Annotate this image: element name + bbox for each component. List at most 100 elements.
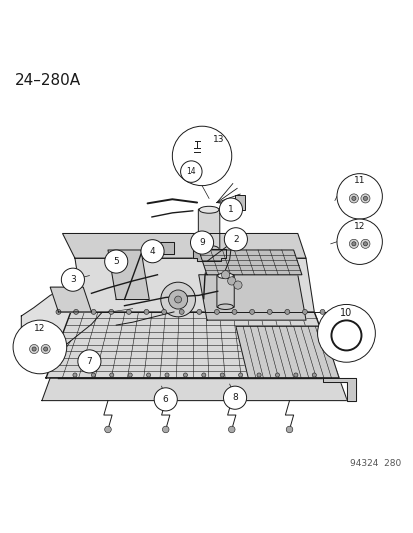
Circle shape	[349, 194, 358, 203]
Text: 8: 8	[232, 393, 237, 402]
FancyBboxPatch shape	[216, 275, 234, 308]
Text: 5: 5	[113, 257, 119, 266]
Circle shape	[227, 277, 235, 285]
Circle shape	[61, 268, 84, 291]
Circle shape	[32, 347, 36, 351]
Circle shape	[223, 386, 246, 409]
Text: 3: 3	[70, 275, 76, 284]
Polygon shape	[198, 274, 305, 320]
Circle shape	[146, 373, 150, 377]
Ellipse shape	[199, 246, 218, 253]
Text: 12: 12	[353, 222, 364, 231]
Circle shape	[13, 320, 66, 374]
Polygon shape	[50, 287, 91, 312]
Polygon shape	[192, 249, 225, 261]
Circle shape	[196, 310, 201, 314]
Circle shape	[179, 310, 184, 314]
Circle shape	[91, 373, 95, 377]
Text: 2: 2	[233, 235, 238, 244]
Polygon shape	[322, 378, 355, 401]
Circle shape	[285, 426, 292, 433]
Circle shape	[231, 310, 236, 314]
Circle shape	[174, 296, 181, 303]
Circle shape	[331, 320, 361, 350]
Circle shape	[56, 310, 61, 314]
Circle shape	[311, 373, 316, 377]
Polygon shape	[21, 259, 124, 357]
Circle shape	[275, 373, 279, 377]
Text: 4: 4	[150, 247, 155, 256]
Polygon shape	[75, 259, 313, 312]
Circle shape	[221, 271, 229, 279]
Circle shape	[161, 310, 166, 314]
Circle shape	[351, 196, 355, 200]
Ellipse shape	[217, 273, 233, 279]
Circle shape	[220, 373, 224, 377]
Circle shape	[219, 198, 242, 221]
Circle shape	[180, 161, 202, 182]
Circle shape	[363, 242, 367, 246]
Circle shape	[78, 350, 101, 373]
Text: 11: 11	[353, 176, 365, 185]
Circle shape	[128, 373, 132, 377]
Circle shape	[126, 310, 131, 314]
Circle shape	[190, 231, 213, 254]
Text: 14: 14	[186, 167, 196, 176]
Ellipse shape	[217, 304, 233, 310]
Circle shape	[293, 373, 297, 377]
Circle shape	[228, 426, 235, 433]
Circle shape	[160, 282, 195, 317]
Circle shape	[109, 373, 114, 377]
FancyBboxPatch shape	[235, 195, 244, 211]
Circle shape	[41, 344, 50, 353]
Circle shape	[256, 373, 261, 377]
Circle shape	[201, 373, 205, 377]
Polygon shape	[46, 312, 338, 378]
Text: 1: 1	[228, 205, 233, 214]
Circle shape	[349, 239, 358, 248]
Circle shape	[164, 373, 169, 377]
Circle shape	[214, 310, 219, 314]
Text: 24–280A: 24–280A	[15, 74, 81, 88]
Ellipse shape	[199, 206, 218, 213]
Circle shape	[267, 310, 271, 314]
Circle shape	[162, 426, 169, 433]
Circle shape	[363, 196, 367, 200]
Text: 13: 13	[212, 135, 224, 144]
Circle shape	[183, 373, 187, 377]
FancyBboxPatch shape	[198, 209, 219, 250]
Circle shape	[249, 310, 254, 314]
Circle shape	[104, 426, 111, 433]
Circle shape	[74, 310, 78, 314]
Circle shape	[29, 344, 38, 353]
Text: 12: 12	[34, 324, 45, 333]
Polygon shape	[198, 250, 301, 274]
Text: 10: 10	[339, 308, 352, 318]
Circle shape	[168, 290, 187, 309]
Circle shape	[73, 373, 77, 377]
Text: 9: 9	[199, 238, 204, 247]
Circle shape	[109, 310, 114, 314]
Circle shape	[351, 242, 355, 246]
Circle shape	[284, 310, 289, 314]
Circle shape	[233, 281, 242, 289]
Circle shape	[319, 310, 324, 314]
Circle shape	[172, 126, 231, 185]
Circle shape	[104, 250, 128, 273]
Circle shape	[360, 194, 369, 203]
Text: 6: 6	[162, 395, 168, 404]
Circle shape	[336, 174, 382, 219]
Circle shape	[43, 347, 47, 351]
Polygon shape	[108, 250, 149, 300]
Text: 94324  280: 94324 280	[349, 459, 400, 468]
Polygon shape	[149, 242, 173, 254]
Polygon shape	[62, 233, 305, 259]
Circle shape	[144, 310, 149, 314]
Circle shape	[224, 228, 247, 251]
Circle shape	[238, 373, 242, 377]
Text: 7: 7	[86, 357, 92, 366]
Circle shape	[336, 219, 382, 264]
Circle shape	[141, 240, 164, 263]
Circle shape	[91, 310, 96, 314]
Circle shape	[154, 388, 177, 411]
